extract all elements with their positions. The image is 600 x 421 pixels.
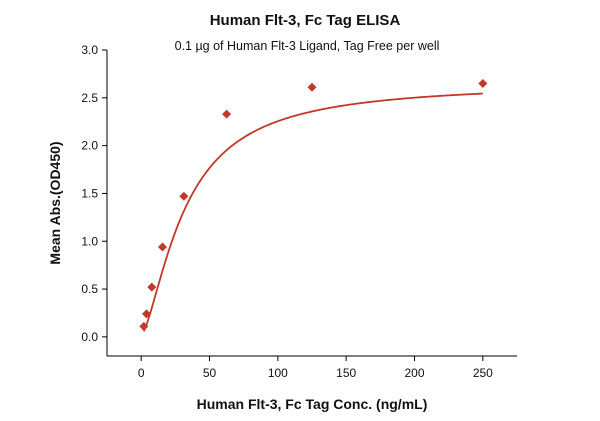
chart-title: Human Flt-3, Fc Tag ELISA [210, 12, 401, 29]
data-point [179, 191, 189, 201]
y-tick-label: 0.0 [81, 330, 98, 344]
x-tick-label: 200 [404, 366, 424, 380]
x-tick-label: 0 [138, 366, 145, 380]
x-axis-ticks: 0 50 100 150 200 250 [138, 356, 493, 380]
data-point [141, 309, 151, 319]
x-axis-label: Human Flt-3, Fc Tag Conc. (ng/mL) [197, 396, 428, 412]
x-tick-label: 100 [268, 366, 288, 380]
y-tick-label: 1.0 [81, 234, 98, 248]
data-point [307, 82, 317, 92]
data-points [139, 78, 488, 331]
y-tick-label: 1.5 [81, 186, 98, 200]
data-point [147, 282, 157, 292]
fit-curve [143, 92, 483, 332]
x-tick-label: 50 [203, 366, 217, 380]
y-tick-label: 3.0 [81, 43, 98, 57]
x-tick-label: 250 [473, 366, 493, 380]
y-tick-label: 2.5 [81, 91, 98, 105]
data-point [157, 242, 167, 252]
chart-subtitle: 0.1 µg of Human Flt-3 Ligand, Tag Free p… [175, 39, 440, 53]
y-axis-ticks: 0.0 0.5 1.0 1.5 2.0 2.5 3.0 [81, 43, 107, 344]
y-axis-label: Mean Abs.(OD450) [47, 141, 63, 264]
plot-area: 0.0 0.5 1.0 1.5 2.0 2.5 3.0 0 50 100 150 200 250 [81, 43, 517, 380]
y-tick-label: 0.5 [81, 282, 98, 296]
x-tick-label: 150 [336, 366, 356, 380]
y-tick-label: 2.0 [81, 139, 98, 153]
data-point [139, 321, 149, 331]
data-point [222, 109, 232, 119]
data-point [478, 78, 488, 88]
